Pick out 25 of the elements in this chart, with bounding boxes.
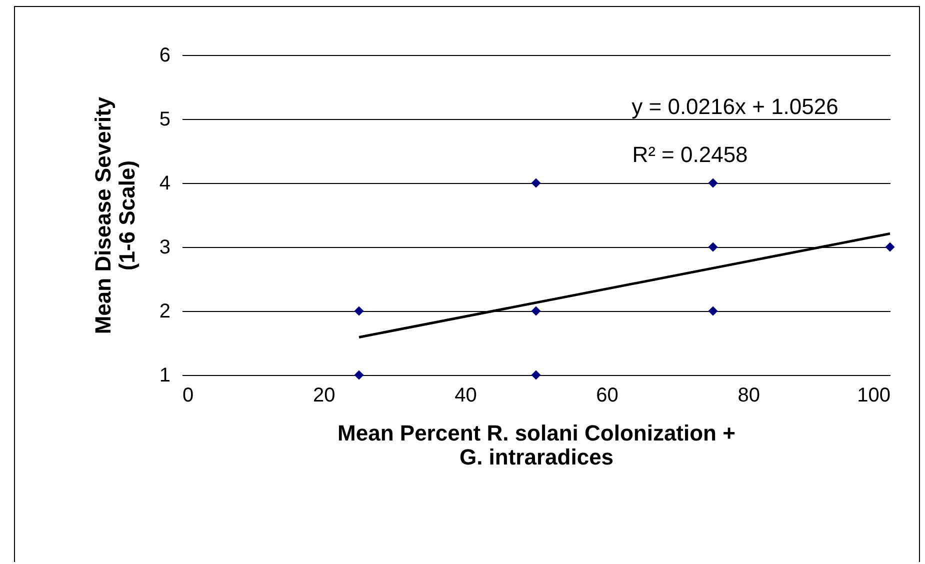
point: [708, 178, 718, 188]
point: [354, 306, 364, 316]
point: [531, 306, 541, 316]
point: [531, 370, 541, 380]
y-tick-label: 2: [159, 300, 170, 322]
y-tick-label: 1: [159, 364, 170, 386]
x-tick-label: 60: [596, 384, 618, 406]
point: [531, 178, 541, 188]
point: [885, 242, 895, 252]
y-tick-label: 5: [159, 108, 170, 130]
y-axis-title: Mean Disease Severity (1-6 Scale): [90, 96, 140, 334]
x-tick-label: 0: [182, 384, 194, 406]
y-tick-label: 3: [159, 236, 170, 258]
y-tick-label: 4: [159, 172, 170, 194]
x-tick-label: 40: [454, 384, 477, 406]
x-tick-label: 20: [312, 384, 336, 406]
point: [708, 242, 718, 252]
x-axis-title: Mean Percent R. solani Colonization + G. intraradices: [338, 420, 736, 470]
y-tick-label: 6: [159, 44, 170, 66]
annotation: R² = 0.2458: [632, 142, 748, 167]
annotation: y = 0.0216x + 1.0526: [632, 94, 838, 119]
x-tick-label: 80: [738, 384, 760, 406]
point: [354, 370, 364, 380]
x-tick-label: 100: [857, 384, 890, 406]
point: [708, 306, 718, 316]
